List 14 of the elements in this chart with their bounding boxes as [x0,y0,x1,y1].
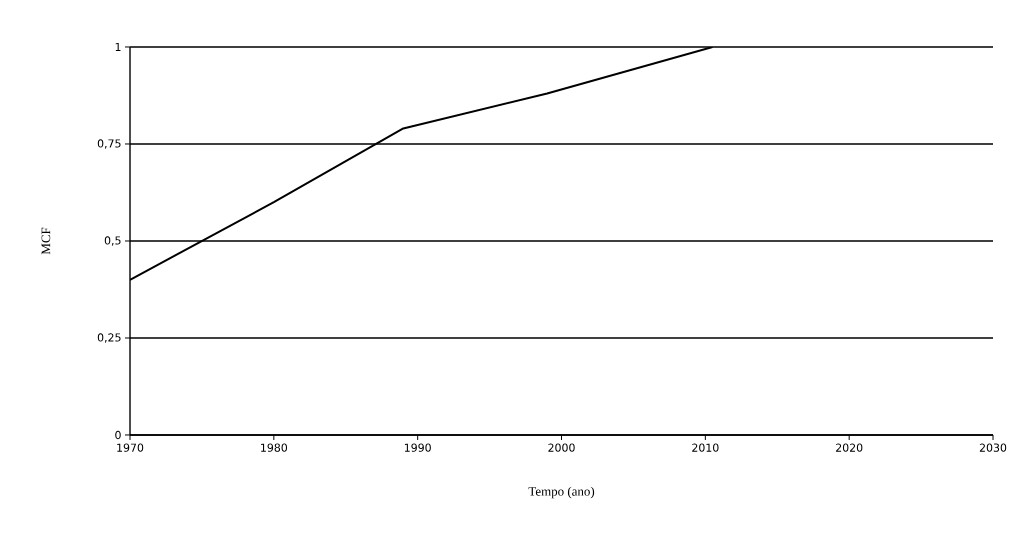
x-tick-label: 1990 [404,443,431,452]
y-tick-label: 0,75 [97,139,121,149]
y-axis-title: MCF [41,227,51,255]
y-tick-label: 1 [115,42,121,51]
x-axis-title: Tempo (ano) [528,486,595,499]
x-tick-label: 2030 [979,443,1007,452]
x-tick-label: 1970 [117,443,144,452]
x-tick-label: 2020 [836,443,863,452]
y-tick-label: 0,5 [104,236,121,246]
x-tick-label: 2000 [548,443,575,452]
x-tick-label: 1980 [261,443,288,452]
x-tick-label: 2010 [692,443,719,452]
y-tick-label: 0 [115,430,121,440]
y-tick-label: 0,25 [97,333,121,343]
